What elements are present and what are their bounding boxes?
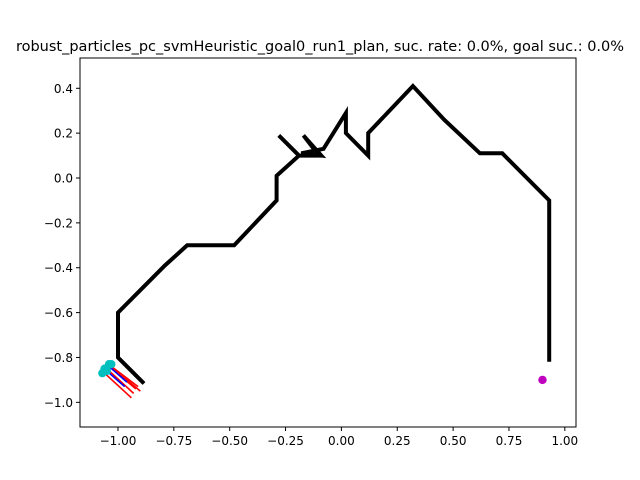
x-tick-label-4: 0.00	[328, 434, 355, 448]
x-tick-label-5: 0.25	[384, 434, 411, 448]
y-tick-label-0: 0.4	[54, 82, 73, 96]
y-tick-label-1: 0.2	[54, 127, 73, 141]
y-tick-label-2: 0.0	[54, 172, 73, 186]
blue-arrow-1	[108, 365, 128, 383]
chart-title: robust_particles_pc_svmHeuristic_goal0_r…	[16, 39, 624, 55]
y-tick-label-3: −0.2	[44, 216, 73, 230]
axes-frame	[79, 57, 577, 428]
x-tick-label-2: −0.50	[211, 434, 248, 448]
x-tick-label-0: −1.00	[100, 434, 137, 448]
particle-point-2	[107, 359, 116, 369]
y-tick-label-6: −0.8	[44, 351, 73, 365]
x-tick-label-1: −0.75	[155, 434, 192, 448]
red-arrow-0	[106, 368, 135, 394]
goal-point	[538, 375, 547, 385]
x-tick-label-3: −0.25	[267, 434, 304, 448]
y-tick-label-5: −0.6	[44, 306, 73, 320]
y-tick-label-4: −0.4	[44, 261, 73, 275]
particle-point-4	[98, 368, 107, 378]
x-axis: −1.00 −0.75 −0.50 −0.25 0.00 0.25 0.50 0.75 1.00	[100, 427, 578, 448]
x-tick-label-7: 0.75	[496, 434, 523, 448]
red-arrow-3	[104, 372, 132, 399]
x-tick-label-6: 0.50	[440, 434, 467, 448]
red-arrow-4	[113, 368, 141, 392]
y-axis: 0.4 0.2 0.0 −0.2 −0.4 −0.6 −0.8 −1.0	[44, 82, 80, 410]
plot-area	[98, 83, 552, 399]
trajectory-line	[116, 83, 552, 385]
x-tick-label-8: 1.00	[551, 434, 578, 448]
y-tick-label-7: −1.0	[44, 396, 73, 410]
